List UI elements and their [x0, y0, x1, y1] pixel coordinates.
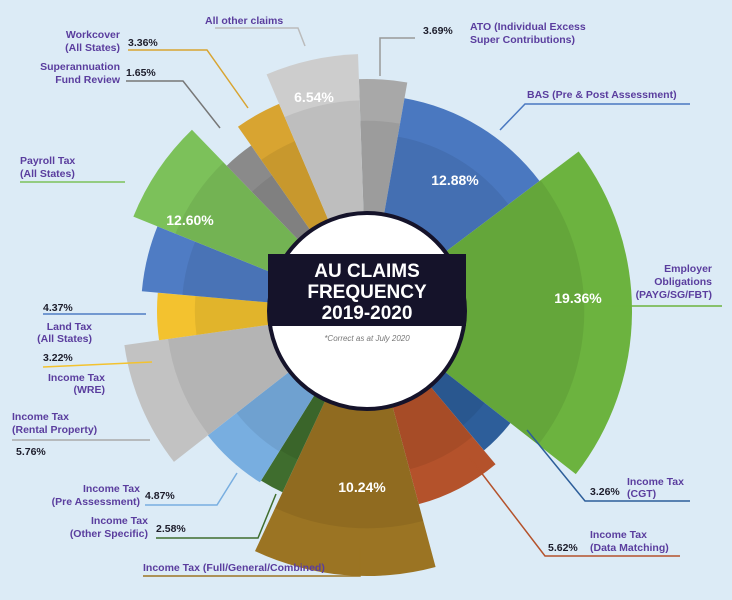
label-bas: BAS (Pre & Post Assessment) [527, 89, 677, 101]
label-rental-2: (Rental Property) [12, 424, 97, 436]
data-label-payroll: 12.60% [166, 212, 214, 228]
leader-ato [379, 37, 415, 76]
label-workcover-2: (All States) [65, 42, 120, 54]
slice-income-tax-wre [157, 292, 367, 341]
data-label-other-specific: 2.58% [156, 523, 186, 535]
leader-data-matching [469, 457, 680, 557]
data-label-data-matching: 5.62% [548, 542, 578, 554]
data-label-cgt: 3.26% [590, 486, 620, 498]
leader-other-specific [156, 493, 277, 539]
data-label-pre-assessment: 4.87% [145, 490, 175, 502]
leader-bas [499, 103, 690, 131]
label-other-specific-1: Income Tax [91, 515, 148, 527]
leader-full [143, 548, 361, 577]
label-super-2: Fund Review [55, 74, 121, 86]
label-land-tax-1: Land Tax [47, 321, 92, 333]
data-label-bas: 12.88% [431, 172, 479, 188]
slice-inner-band [275, 311, 424, 529]
label-full: Income Tax (Full/General/Combined) [143, 562, 325, 574]
data-label-rental: 5.76% [16, 446, 46, 458]
label-all-other: All other claims [205, 15, 283, 27]
leader-all-other [215, 27, 306, 47]
label-super-1: Superannuation [40, 61, 120, 73]
leader-pre-assessment [145, 472, 238, 506]
label-employer-1: Employer [664, 263, 712, 275]
data-label-super: 1.65% [126, 67, 156, 79]
label-cgt-2: (CGT) [627, 488, 656, 500]
label-employer-3: (PAYG/SG/FBT) [636, 289, 712, 301]
label-data-matching-2: (Data Matching) [590, 542, 669, 554]
data-label-employer: 19.36% [554, 290, 602, 306]
leader-workcover [128, 49, 249, 109]
label-other-specific-2: (Other Specific) [70, 528, 148, 540]
label-pre-assessment-2: (Pre Assessment) [52, 496, 140, 508]
data-label-land-tax: 4.37% [43, 302, 73, 314]
slice-inner-band [367, 180, 585, 445]
label-payroll-2: (All States) [20, 168, 75, 180]
slice-income-tax-full-general-combined [255, 311, 436, 576]
chart-title-line-3: 2019-2020 [322, 303, 413, 324]
label-land-tax-2: (All States) [37, 333, 92, 345]
data-label-ato: 3.69% [423, 25, 453, 37]
label-ato-2: Super Contributions) [470, 34, 575, 46]
label-workcover-1: Workcover [66, 29, 120, 41]
chart-subtitle: *Correct as at July 2020 [324, 334, 410, 343]
slice-employer-obligations-payg-sg-fbt [367, 151, 633, 475]
label-wre-1: Income Tax [48, 372, 105, 384]
label-wre-2: (WRE) [74, 384, 106, 396]
data-label-workcover: 3.36% [128, 37, 158, 49]
label-employer-2: Obligations [654, 276, 712, 288]
label-pre-assessment-1: Income Tax [83, 483, 140, 495]
label-ato-1: ATO (Individual Excess [470, 21, 586, 33]
leader-wre [42, 361, 153, 368]
label-cgt-1: Income Tax [627, 476, 684, 488]
data-label-wre: 3.22% [43, 352, 73, 364]
data-label-full: 10.24% [338, 479, 386, 495]
leader-super [126, 80, 221, 129]
chart-title-line-1: AU CLAIMS [314, 261, 420, 282]
leader-cgt [526, 429, 690, 502]
title-box [268, 254, 466, 326]
label-payroll-1: Payroll Tax [20, 155, 75, 167]
data-label-all-other: 6.54% [294, 89, 334, 105]
leader-lines [12, 27, 722, 577]
chart-title-line-2: FREQUENCY [307, 282, 427, 303]
label-rental-1: Income Tax [12, 411, 69, 423]
label-data-matching-1: Income Tax [590, 529, 647, 541]
